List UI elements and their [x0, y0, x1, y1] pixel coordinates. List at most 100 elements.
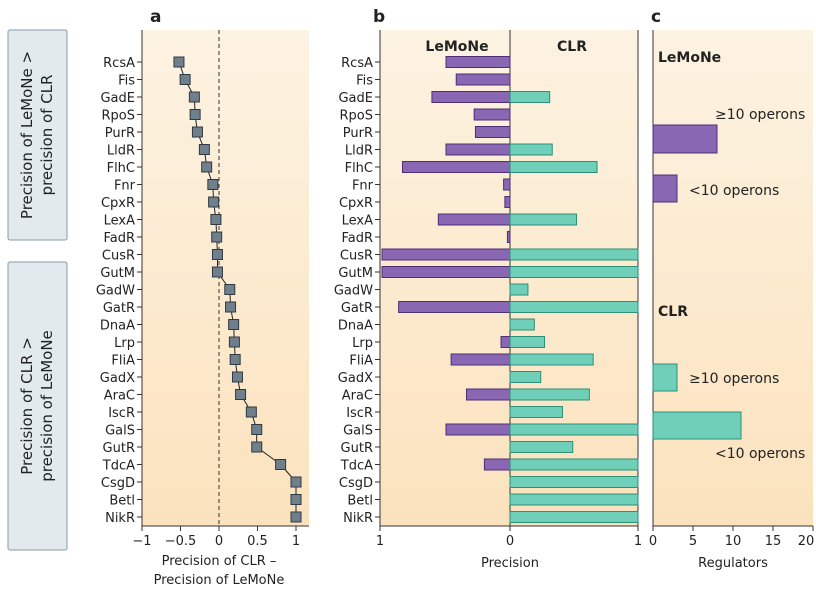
panel-c-bar	[652, 124, 718, 154]
panel-b-clr-bar	[509, 336, 546, 348]
panel-b-category-label: GatR	[341, 301, 373, 316]
panel-b-clr-bar	[509, 91, 551, 103]
panel-a-point	[290, 511, 302, 523]
panel-b-lemone-bar	[437, 213, 511, 226]
panel-c-x-tick-label: 15	[765, 534, 782, 549]
panel-c-bar	[652, 174, 678, 203]
panel-a-point	[231, 371, 243, 383]
panel-b-category-label: FlhC	[345, 161, 373, 176]
side-label-top-line2: precision of CLR	[38, 75, 56, 196]
panel-a-point	[198, 144, 210, 155]
panel-b-category-label: Lrp	[352, 336, 373, 351]
panel-b-lemone-bar	[445, 56, 511, 68]
panel-a-category-label: PurR	[105, 126, 135, 141]
panel-a-category-label: GatR	[103, 301, 135, 316]
panel-b-lemone-bar	[401, 161, 511, 173]
panel-c-lemone-lt10-label: <10 operons	[689, 183, 779, 199]
panel-a-category-label: FliA	[111, 354, 135, 369]
panel-a-category-label: CpxR	[101, 196, 135, 211]
panel-a-category-label: TdcA	[102, 459, 135, 474]
panel-a-category-label: GutM	[100, 266, 135, 281]
panel-a-category-label: GutR	[103, 441, 135, 456]
panel-b-category-label: GadW	[334, 284, 373, 299]
panel-c-clr-title: CLR	[658, 304, 688, 320]
panel-a-category-label: Lrp	[114, 336, 135, 351]
side-label-top-line1: Precision of LeMoNe >	[18, 51, 36, 219]
panel-b-category-label: TdcA	[340, 459, 373, 474]
panel-a-letter: a	[150, 7, 161, 27]
panel-a-point	[225, 301, 237, 313]
panel-b-clr-bar	[509, 266, 639, 278]
panel-b-clr-title: CLR	[557, 39, 587, 55]
panel-c-background	[653, 30, 813, 526]
panel-a-category-label: CsgD	[101, 476, 135, 491]
panel-b-category-label: RpoS	[340, 109, 374, 124]
panel-a-point	[290, 476, 302, 488]
panel-b-x-tick-label: 0	[506, 534, 514, 549]
panel-a-xlabel-line1: Precision of CLR –	[162, 554, 277, 569]
panel-b-category-label: LldR	[345, 144, 373, 159]
panel-a-point	[208, 196, 220, 208]
panel-a-category-label: LldR	[107, 144, 135, 159]
panel-b-category-label: Betl	[347, 494, 373, 509]
side-label-bottom-line2: precision of LeMoNe	[38, 330, 56, 482]
panel-b-clr-bar	[509, 493, 639, 506]
panel-b-clr-bar	[509, 318, 535, 331]
panel-a-category-label: Fis	[118, 74, 135, 89]
panel-a-category-label: IscR	[108, 406, 135, 421]
panel-a-point	[201, 161, 213, 173]
panel-b-lemone-bar	[455, 73, 511, 86]
panel-b-category-label: GadX	[338, 371, 373, 386]
panel-a-point	[229, 354, 241, 365]
panel-a-point	[228, 336, 240, 348]
panel-b-clr-bar	[509, 301, 639, 313]
panel-b-lemone-bar	[450, 353, 511, 366]
panel-b-clr-bar	[509, 143, 553, 156]
panel-a-point	[251, 424, 263, 435]
panel-a-point	[211, 231, 223, 243]
panel-b-clr-bar	[509, 353, 594, 366]
panel-b-lemone-bar	[381, 248, 511, 261]
panel-b-lemone-bar	[398, 301, 511, 313]
panel-a-point	[210, 214, 222, 225]
panel-b-category-label: GalS	[343, 424, 373, 439]
panel-a-category-label: GadX	[100, 371, 135, 386]
panel-b-lemone-bar	[483, 458, 511, 471]
panel-b-x-tick-label: 1	[634, 534, 642, 549]
panel-b-clr-bar	[509, 441, 574, 453]
panel-b-category-label: AraC	[342, 389, 373, 404]
panel-b-lemone-bar	[506, 231, 511, 243]
panel-b-lemone-title: LeMoNe	[425, 39, 488, 55]
panel-b-clr-bar	[509, 458, 639, 471]
panel-b-clr-bar	[509, 248, 639, 261]
panel-a-point	[211, 249, 223, 260]
panel-a-x-tick-label: −1	[132, 534, 151, 549]
panel-b-lemone-bar	[381, 266, 511, 278]
panel-b-category-label: NikR	[343, 511, 373, 526]
panel-a-category-label: LexA	[104, 214, 135, 229]
panel-c-lemone-title: LeMoNe	[658, 50, 721, 66]
panel-b-category-label: LexA	[342, 214, 373, 229]
panel-a-category-label: NikR	[105, 511, 135, 526]
panel-c-clr-lt10-label: <10 operons	[715, 446, 805, 462]
panel-a-x-tick-label: 0	[215, 534, 223, 549]
panel-a-category-label: GalS	[105, 424, 135, 439]
panel-b-category-label: Fis	[356, 74, 373, 89]
panel-c-x-tick-label: 10	[725, 534, 742, 549]
panel-a-point	[207, 179, 219, 190]
panel-b-category-label: DnaA	[338, 319, 373, 334]
panel-b-category-label: GutR	[341, 441, 373, 456]
panel-b-clr-bar	[509, 423, 639, 436]
panel-a-category-label: FadR	[103, 231, 135, 246]
panel-b-category-label: Fnr	[352, 179, 374, 194]
side-label-bottom-line1: Precision of CLR >	[18, 337, 36, 475]
panel-a-category-label: Fnr	[114, 179, 136, 194]
side-label-bottom: Precision of CLR > precision of LeMoNe	[7, 261, 68, 551]
panel-a-point	[173, 56, 185, 68]
panel-a-x-tick-label: 0.5	[247, 534, 268, 549]
panel-a-category-label: CusR	[102, 249, 135, 264]
panel-a-x-tick-label: 1	[292, 534, 300, 549]
panel-b-category-label: PurR	[343, 126, 373, 141]
panel-b-category-label: CusR	[340, 249, 373, 264]
